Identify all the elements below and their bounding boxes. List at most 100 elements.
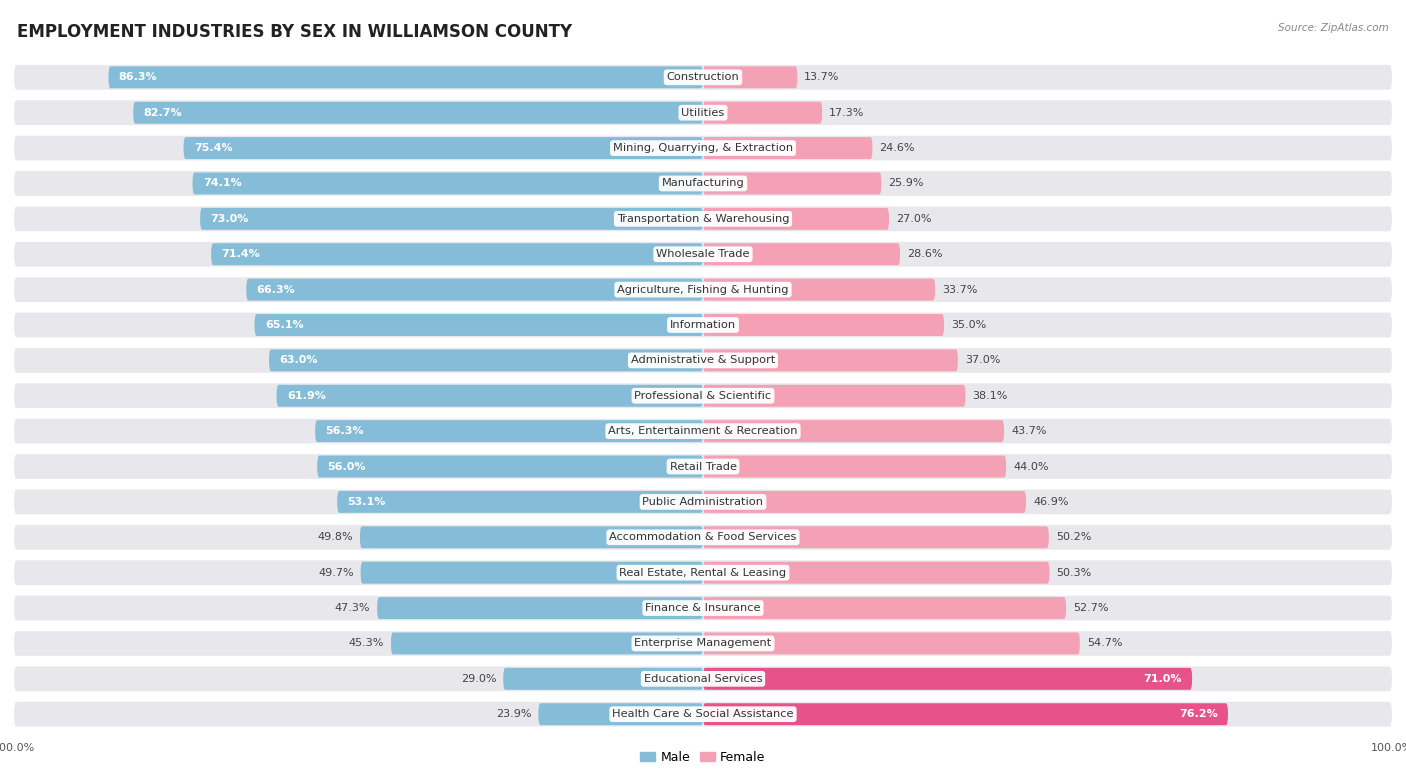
FancyBboxPatch shape	[703, 703, 1227, 725]
Text: Source: ZipAtlas.com: Source: ZipAtlas.com	[1278, 23, 1389, 33]
Text: 38.1%: 38.1%	[973, 391, 1008, 400]
Text: Retail Trade: Retail Trade	[669, 462, 737, 472]
FancyBboxPatch shape	[703, 102, 823, 123]
Text: 66.3%: 66.3%	[256, 285, 295, 295]
Text: Professional & Scientific: Professional & Scientific	[634, 391, 772, 400]
Text: 44.0%: 44.0%	[1012, 462, 1049, 472]
FancyBboxPatch shape	[269, 349, 703, 372]
FancyBboxPatch shape	[277, 385, 703, 407]
Text: Real Estate, Rental & Leasing: Real Estate, Rental & Leasing	[620, 568, 786, 577]
FancyBboxPatch shape	[14, 490, 1392, 514]
FancyBboxPatch shape	[703, 385, 966, 407]
FancyBboxPatch shape	[108, 67, 703, 88]
Text: 49.7%: 49.7%	[318, 568, 354, 577]
FancyBboxPatch shape	[14, 383, 1392, 408]
Text: Mining, Quarrying, & Extraction: Mining, Quarrying, & Extraction	[613, 143, 793, 153]
Text: Enterprise Management: Enterprise Management	[634, 639, 772, 649]
Text: Wholesale Trade: Wholesale Trade	[657, 249, 749, 259]
Text: 29.0%: 29.0%	[461, 674, 496, 684]
FancyBboxPatch shape	[254, 314, 703, 336]
Text: Arts, Entertainment & Recreation: Arts, Entertainment & Recreation	[609, 426, 797, 436]
Text: Educational Services: Educational Services	[644, 674, 762, 684]
FancyBboxPatch shape	[14, 65, 1392, 90]
Text: 56.3%: 56.3%	[325, 426, 364, 436]
Text: 73.0%: 73.0%	[211, 214, 249, 223]
FancyBboxPatch shape	[315, 420, 703, 442]
Text: Manufacturing: Manufacturing	[662, 178, 744, 189]
FancyBboxPatch shape	[14, 277, 1392, 302]
FancyBboxPatch shape	[134, 102, 703, 123]
FancyBboxPatch shape	[14, 348, 1392, 372]
FancyBboxPatch shape	[703, 137, 873, 159]
FancyBboxPatch shape	[14, 171, 1392, 196]
FancyBboxPatch shape	[193, 172, 703, 195]
FancyBboxPatch shape	[503, 668, 703, 690]
FancyBboxPatch shape	[200, 208, 703, 230]
Text: 86.3%: 86.3%	[118, 72, 157, 82]
Text: 71.0%: 71.0%	[1143, 674, 1182, 684]
FancyBboxPatch shape	[703, 562, 1049, 584]
Text: 43.7%: 43.7%	[1011, 426, 1046, 436]
FancyBboxPatch shape	[14, 206, 1392, 231]
FancyBboxPatch shape	[14, 525, 1392, 549]
Legend: Male, Female: Male, Female	[636, 746, 770, 768]
FancyBboxPatch shape	[14, 596, 1392, 621]
Text: 37.0%: 37.0%	[965, 355, 1000, 365]
FancyBboxPatch shape	[703, 668, 1192, 690]
Text: 71.4%: 71.4%	[221, 249, 260, 259]
Text: 54.7%: 54.7%	[1087, 639, 1122, 649]
FancyBboxPatch shape	[184, 137, 703, 159]
FancyBboxPatch shape	[703, 491, 1026, 513]
FancyBboxPatch shape	[14, 560, 1392, 585]
Text: 74.1%: 74.1%	[202, 178, 242, 189]
FancyBboxPatch shape	[538, 703, 703, 725]
FancyBboxPatch shape	[14, 667, 1392, 691]
Text: Accommodation & Food Services: Accommodation & Food Services	[609, 532, 797, 542]
Text: 56.0%: 56.0%	[328, 462, 366, 472]
Text: 28.6%: 28.6%	[907, 249, 942, 259]
FancyBboxPatch shape	[703, 526, 1049, 549]
Text: 35.0%: 35.0%	[950, 320, 986, 330]
FancyBboxPatch shape	[703, 456, 1007, 477]
Text: 82.7%: 82.7%	[143, 108, 183, 118]
FancyBboxPatch shape	[703, 67, 797, 88]
Text: Administrative & Support: Administrative & Support	[631, 355, 775, 365]
FancyBboxPatch shape	[703, 632, 1080, 654]
FancyBboxPatch shape	[14, 419, 1392, 444]
Text: 46.9%: 46.9%	[1033, 497, 1069, 507]
FancyBboxPatch shape	[703, 243, 900, 265]
FancyBboxPatch shape	[14, 702, 1392, 726]
Text: 24.6%: 24.6%	[879, 143, 915, 153]
FancyBboxPatch shape	[703, 349, 957, 372]
Text: Agriculture, Fishing & Hunting: Agriculture, Fishing & Hunting	[617, 285, 789, 295]
Text: 63.0%: 63.0%	[280, 355, 318, 365]
FancyBboxPatch shape	[337, 491, 703, 513]
FancyBboxPatch shape	[14, 242, 1392, 267]
Text: 65.1%: 65.1%	[264, 320, 304, 330]
Text: 27.0%: 27.0%	[896, 214, 931, 223]
FancyBboxPatch shape	[14, 631, 1392, 656]
Text: Health Care & Social Assistance: Health Care & Social Assistance	[612, 709, 794, 719]
FancyBboxPatch shape	[391, 632, 703, 654]
Text: 17.3%: 17.3%	[830, 108, 865, 118]
Text: 49.8%: 49.8%	[318, 532, 353, 542]
FancyBboxPatch shape	[360, 526, 703, 549]
Text: Public Administration: Public Administration	[643, 497, 763, 507]
Text: 33.7%: 33.7%	[942, 285, 977, 295]
FancyBboxPatch shape	[377, 597, 703, 619]
FancyBboxPatch shape	[14, 454, 1392, 479]
FancyBboxPatch shape	[14, 136, 1392, 161]
FancyBboxPatch shape	[703, 420, 1004, 442]
Text: Construction: Construction	[666, 72, 740, 82]
Text: EMPLOYMENT INDUSTRIES BY SEX IN WILLIAMSON COUNTY: EMPLOYMENT INDUSTRIES BY SEX IN WILLIAMS…	[17, 23, 572, 41]
Text: 52.7%: 52.7%	[1073, 603, 1108, 613]
FancyBboxPatch shape	[318, 456, 703, 477]
FancyBboxPatch shape	[14, 313, 1392, 338]
FancyBboxPatch shape	[703, 597, 1066, 619]
Text: Transportation & Warehousing: Transportation & Warehousing	[617, 214, 789, 223]
Text: 50.2%: 50.2%	[1056, 532, 1091, 542]
Text: Utilities: Utilities	[682, 108, 724, 118]
Text: 76.2%: 76.2%	[1178, 709, 1218, 719]
Text: Finance & Insurance: Finance & Insurance	[645, 603, 761, 613]
Text: 53.1%: 53.1%	[347, 497, 385, 507]
